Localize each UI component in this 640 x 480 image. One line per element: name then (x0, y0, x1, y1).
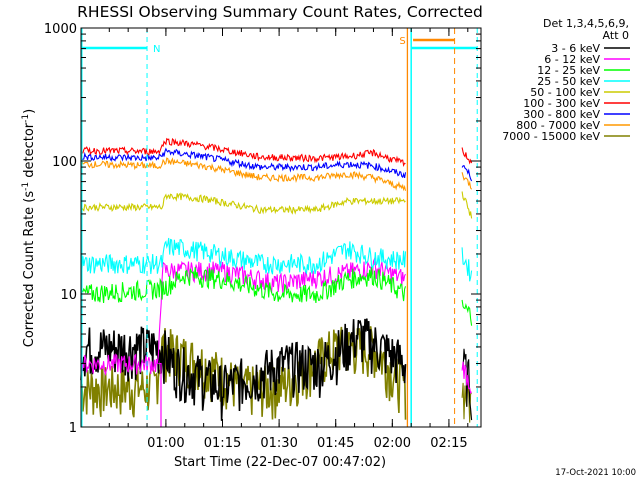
x-axis-label: Start Time (22-Dec-07 00:47:02) (174, 455, 386, 470)
legend-title-line-2: Att 0 (603, 29, 629, 42)
annotations-layer: NS (81, 28, 478, 427)
legend-label-12-25-kev: 12 - 25 keV (537, 64, 600, 77)
legend-label-6-12-kev: 6 - 12 keV (544, 53, 600, 66)
series-line-6-12-kev (80, 257, 406, 377)
legend-label-25-50-kev: 25 - 50 keV (537, 75, 600, 88)
legend-label-100-300-kev: 100 - 300 keV (523, 97, 600, 110)
y-label-close: ) (22, 109, 37, 114)
series-step-6-12-kev (158, 362, 162, 427)
series-line-3-6-kev-late (461, 348, 473, 421)
legend-label-50-100-kev: 50 - 100 keV (530, 86, 600, 99)
series-line-50-100-kev-late (461, 191, 473, 219)
series-line-100-300-kev-late (461, 147, 473, 165)
y-axis-label: Corrected Count Rate (s-1 detector-1) (21, 109, 37, 347)
x-tick-label: 02:15 (430, 436, 467, 451)
x-tick-label: 01:15 (204, 436, 241, 451)
x-tick-label: 01:45 (317, 436, 354, 451)
series-line-800-7000-kev-late (461, 172, 473, 190)
legend-label-3-6-kev: 3 - 6 keV (551, 42, 600, 55)
x-tick-label: 01:00 (147, 436, 184, 451)
footer-date: 17-Oct-2021 10:00 (555, 468, 636, 478)
y-label-sup2: -1 (21, 114, 31, 123)
y-tick-label: 100 (52, 155, 77, 170)
series-line-6-12-kev-late (461, 361, 473, 395)
legend-title-line-1: Det 1,3,4,5,6,9, (543, 17, 629, 30)
series-line-300-800-kev (80, 147, 407, 179)
series-line-7000-15000-kev-late (461, 377, 472, 423)
series-line-300-800-kev-late (461, 165, 473, 182)
series-line-12-25-kev (80, 266, 407, 304)
y-label-main: Corrected Count Rate (s (22, 191, 37, 348)
series-line-25-50-kev (80, 237, 407, 275)
series-line-800-7000-kev (80, 157, 407, 192)
series-line-50-100-kev (80, 192, 406, 215)
series-line-12-25-kev-late (461, 299, 473, 326)
series-line-100-300-kev (80, 137, 406, 168)
y-label-sup1: -1 (21, 182, 31, 191)
night-label: N (153, 44, 160, 55)
saa-label: S (399, 36, 405, 47)
y-tick-label: 1 (69, 421, 77, 436)
series-layer (80, 137, 473, 427)
legend-label-7000-15000-kev: 7000 - 15000 keV (502, 130, 600, 143)
x-axis-ticks: 01:00 01:15 01:30 01:45 02:00 02:15 (108, 28, 469, 451)
x-tick-label: 01:30 (260, 436, 297, 451)
series-line-25-50-kev-late (461, 247, 473, 282)
legend-label-300-800-kev: 300 - 800 keV (523, 108, 600, 121)
y-axis-ticks: 1 10 100 1000 (44, 22, 481, 436)
plot-frame (80, 27, 482, 428)
legend-label-800-7000-kev: 800 - 7000 keV (516, 119, 600, 132)
y-tick-label: 10 (60, 288, 77, 303)
x-tick-label: 02:00 (374, 436, 411, 451)
chart-title: RHESSI Observing Summary Count Rates, Co… (77, 3, 483, 21)
y-tick-label: 1000 (44, 22, 77, 37)
y-label-mid: detector (22, 122, 37, 182)
